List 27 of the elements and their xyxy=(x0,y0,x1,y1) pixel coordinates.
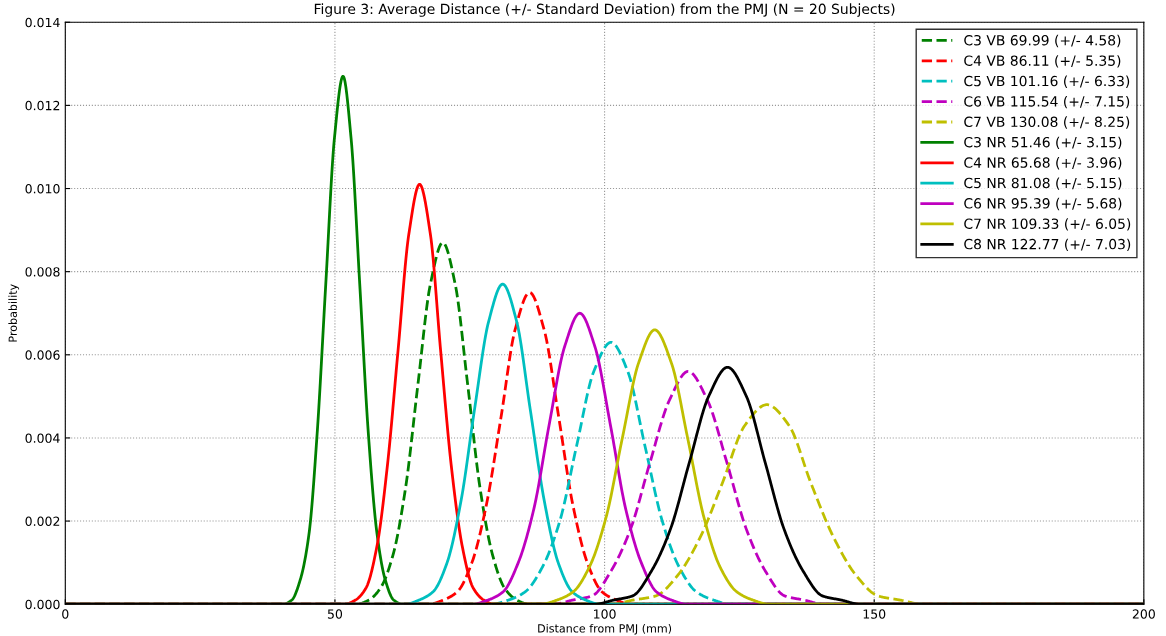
x-tick-label: 0 xyxy=(62,609,69,619)
y-tick-label: 0.008 xyxy=(25,267,60,277)
y-tick-label: 0.014 xyxy=(25,17,60,28)
y-tick-label: 0.002 xyxy=(25,516,60,526)
x-tick-label: 200 xyxy=(1132,609,1155,619)
legend-label: C7 VB 130.08 (+/- 8.25) xyxy=(964,116,1130,129)
legend-label: C5 NR 81.08 (+/- 5.15) xyxy=(964,177,1122,190)
legend-label: C7 NR 109.33 (+/- 6.05) xyxy=(964,218,1131,231)
legend-label: C3 NR 51.46 (+/- 3.15) xyxy=(964,136,1122,150)
y-tick-label: 0.006 xyxy=(25,350,60,360)
legend-label: C6 NR 95.39 (+/- 5.68) xyxy=(964,197,1122,211)
y-tick-label: 0.012 xyxy=(25,100,60,111)
x-tick-label: 100 xyxy=(594,609,616,619)
y-axis-title: Probability xyxy=(8,284,20,342)
x-tick-label: 150 xyxy=(863,609,886,619)
x-axis-title: Distance from PMJ (mm) xyxy=(538,623,672,635)
y-tick-label: 0.010 xyxy=(25,184,60,194)
chart-title: Figure 3: Average Distance (+/- Standard Deviation) from the PMJ (N = 20 Subjects) xyxy=(314,3,895,17)
legend-label: C4 VB 86.11 (+/- 5.35) xyxy=(964,55,1121,68)
legend-label: C4 NR 65.68 (+/- 3.96) xyxy=(964,157,1122,170)
legend-label: C3 VB 69.99 (+/- 4.58) xyxy=(964,34,1121,48)
y-tick-label: 0.004 xyxy=(25,433,60,443)
x-tick-label: 50 xyxy=(327,609,343,619)
legend-label: C6 VB 115.54 (+/- 7.15) xyxy=(964,95,1130,109)
legend-label: C8 NR 122.77 (+/- 7.03) xyxy=(964,238,1131,252)
y-tick-label: 0.000 xyxy=(25,599,60,610)
legend-label: C5 VB 101.16 (+/- 6.33) xyxy=(964,75,1130,88)
